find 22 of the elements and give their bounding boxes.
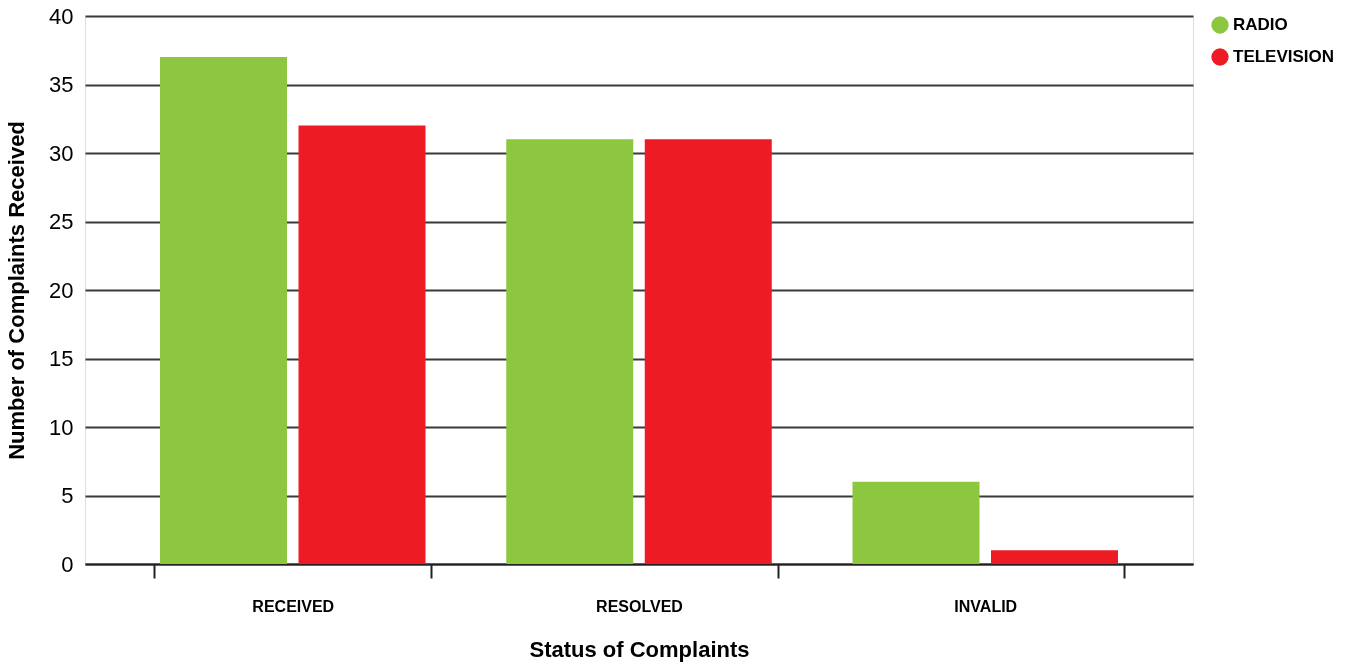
legend-label: TELEVISION (1233, 47, 1335, 66)
y-tick-label: 0 (61, 551, 74, 577)
bar (298, 125, 426, 564)
y-tick-label: 30 (49, 140, 74, 166)
legend-label: RADIO (1233, 15, 1288, 34)
bar (160, 57, 287, 564)
bar (506, 139, 634, 564)
y-axis-title: Number of Complaints Received (4, 121, 30, 460)
bar (644, 139, 772, 564)
x-tick-label: RECEIVED (252, 597, 335, 615)
y-tick-label: 10 (49, 414, 74, 440)
x-tick-label: INVALID (954, 597, 1018, 615)
y-tick-label: 35 (49, 72, 74, 97)
x-axis-title: Status of Complaints (529, 636, 750, 662)
bar (991, 550, 1118, 564)
x-tick-label: RESOLVED (596, 597, 683, 615)
y-tick-label: 20 (49, 277, 74, 303)
bar (852, 481, 980, 564)
y-tick-label: 40 (49, 3, 74, 29)
y-tick-label: 15 (49, 346, 74, 371)
y-tick-label: 5 (61, 483, 74, 508)
y-tick-label: 25 (49, 209, 74, 234)
